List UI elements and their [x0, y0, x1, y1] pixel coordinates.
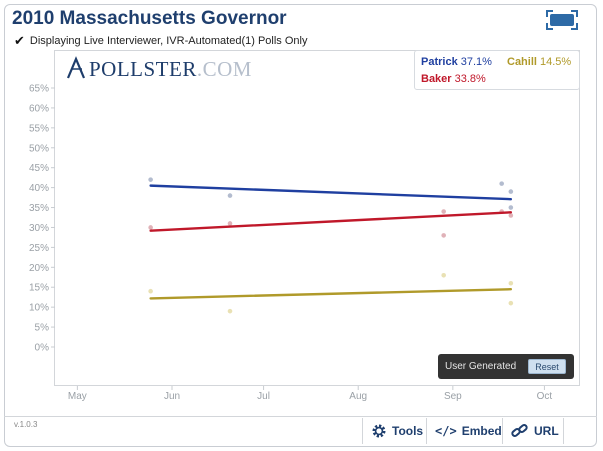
fullscreen-corner-tl — [546, 10, 553, 17]
gear-icon — [372, 424, 386, 438]
footer-toolbar — [4, 416, 597, 447]
chart-title: 2010 Massachusetts Governor — [12, 8, 287, 29]
embed-label: Embed — [461, 424, 502, 438]
legend-value: 37.1% — [460, 56, 492, 68]
legend-value: 14.5% — [540, 56, 572, 68]
chart-legend: Patrick 37.1% Cahill 14.5% Baker 33.8% — [414, 50, 580, 90]
poll-filter-status[interactable]: ✔ Displaying Live Interviewer, IVR-Autom… — [14, 33, 307, 49]
fullscreen-corner-bl — [546, 23, 553, 30]
pollster-logo-suffix: .COM — [196, 57, 252, 81]
legend-name: Cahill — [507, 56, 537, 68]
url-label: URL — [534, 424, 559, 438]
legend-item-baker[interactable]: Baker 33.8% — [421, 73, 486, 85]
code-icon: </> — [435, 424, 457, 438]
checkmark-icon: ✔ — [14, 33, 25, 48]
legend-name: Baker — [421, 73, 452, 85]
url-button[interactable]: URL — [502, 418, 564, 444]
user-generated-label: User Generated — [445, 361, 517, 372]
legend-value: 33.8% — [454, 73, 486, 85]
embed-button[interactable]: </> Embed — [426, 418, 502, 444]
legend-item-cahill[interactable]: Cahill 14.5% — [507, 56, 571, 68]
tools-button[interactable]: Tools — [362, 418, 426, 444]
legend-name: Patrick — [421, 56, 458, 68]
fullscreen-button[interactable] — [546, 10, 578, 30]
pollster-logo: POLLSTER .COM — [66, 52, 252, 82]
pollster-logo-text: POLLSTER — [89, 57, 197, 81]
tools-label: Tools — [392, 424, 424, 438]
reset-button[interactable]: Reset — [528, 359, 566, 374]
legend-item-patrick[interactable]: Patrick 37.1% — [421, 56, 492, 68]
fullscreen-corner-br — [571, 23, 578, 30]
pollster-logo-mark-icon — [66, 56, 86, 79]
link-icon — [511, 424, 528, 437]
version-label: v.1.0.3 — [14, 420, 38, 429]
chart-plot-area[interactable] — [54, 50, 580, 386]
poll-filter-label: Displaying Live Interviewer, IVR-Automat… — [29, 35, 308, 47]
fullscreen-corner-tr — [571, 10, 578, 17]
fullscreen-icon — [550, 14, 574, 26]
user-generated-panel: User Generated Reset — [438, 354, 574, 379]
